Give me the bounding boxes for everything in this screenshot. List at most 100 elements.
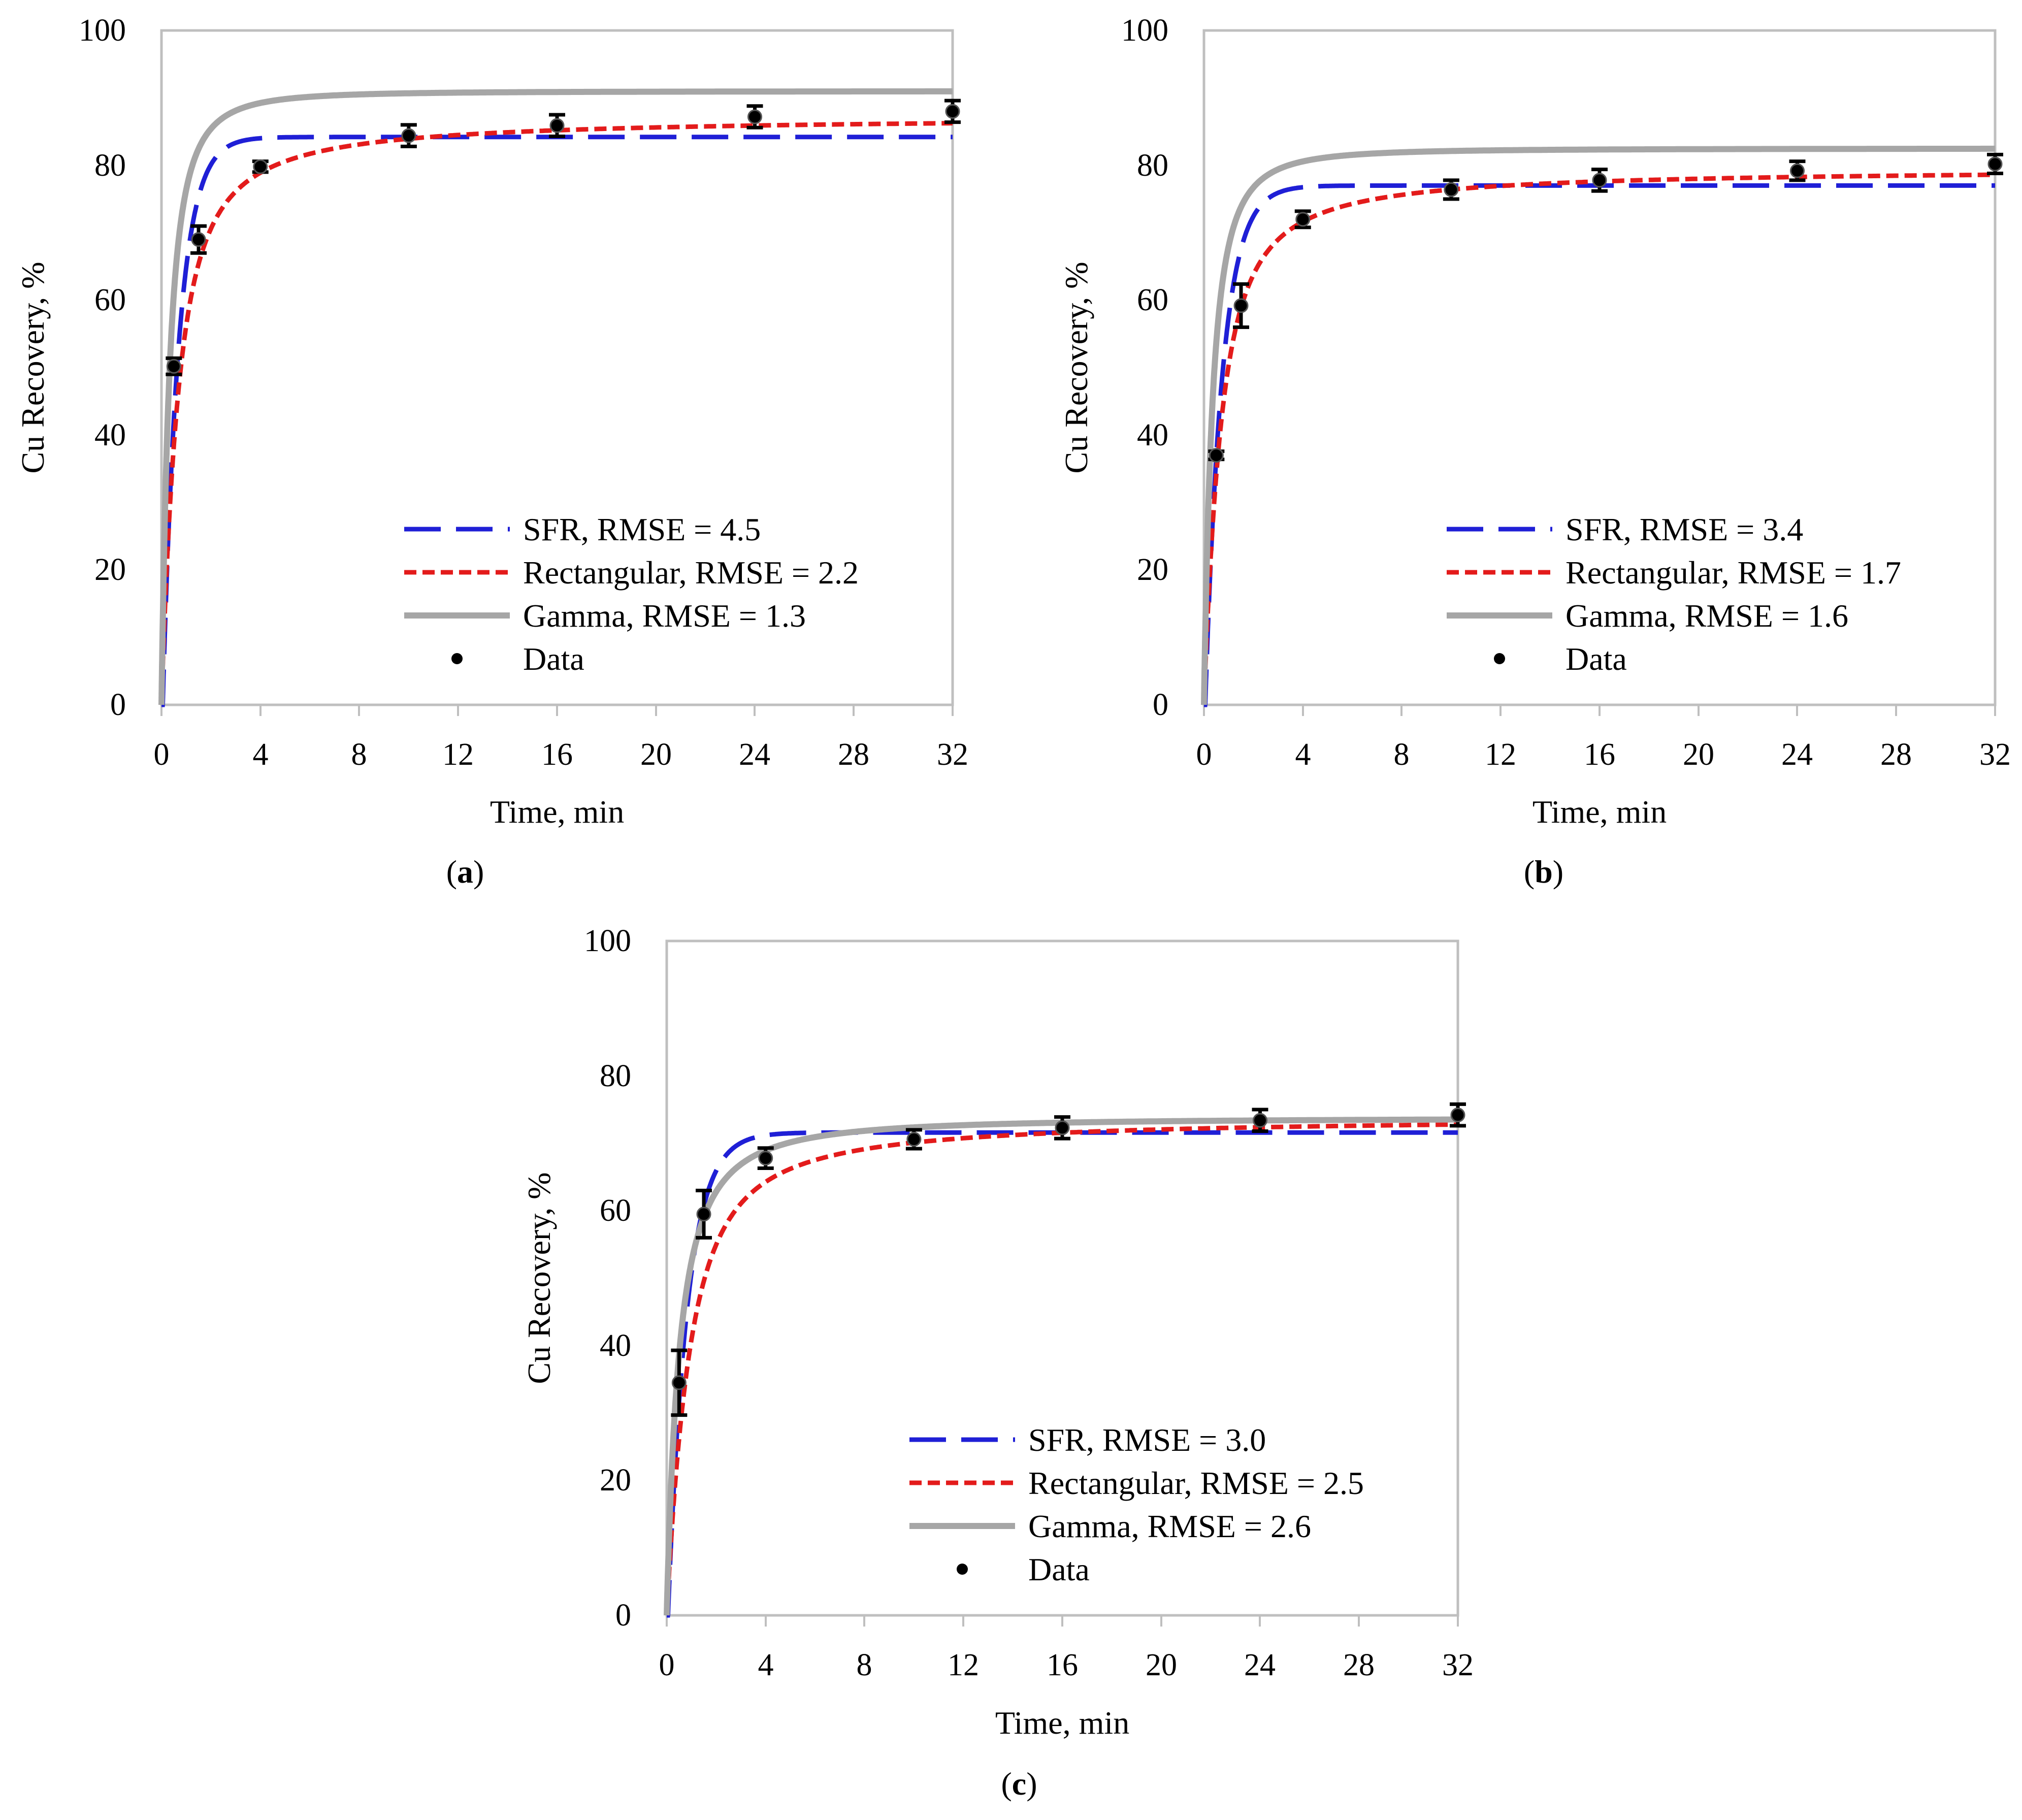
legend-gamma-label-c: Gamma, RMSE = 2.6 (1028, 1508, 1311, 1544)
y-tick-c-2: 40 (600, 1328, 631, 1363)
data-point-b-3 (1443, 178, 1459, 201)
data-marker-c-4 (1055, 1120, 1070, 1135)
y-tick-labels-a: 0 20 40 60 80 100 (79, 13, 126, 722)
x-tick-b-1: 4 (1295, 737, 1311, 772)
legend-data-marker-a (451, 653, 463, 664)
legend-sfr-label-a: SFR, RMSE = 4.5 (523, 511, 761, 547)
series-gamma-b (1201, 145, 1995, 705)
data-marker-a-1 (191, 232, 206, 247)
panel-tag-c: (c) (1001, 1766, 1037, 1802)
data-marker-b-0 (1209, 448, 1224, 463)
x-axis-label-a: Time, min (490, 794, 624, 830)
data-marker-c-2 (758, 1151, 773, 1166)
y-tick-a-1: 20 (94, 552, 126, 587)
panel-c: 0 20 40 60 80 100 0 4 8 12 16 20 24 28 3… (521, 924, 1474, 1802)
data-marker-b-5 (1790, 163, 1805, 178)
panel-letter-c: c (1012, 1766, 1026, 1802)
data-point-c-1 (696, 1188, 712, 1240)
line-gamma-b (1201, 145, 1995, 705)
panel-tag-a: (a) (446, 854, 484, 890)
panel-b: 0 20 40 60 80 100 0 4 8 12 16 20 24 28 3… (1058, 13, 2011, 890)
data-point-b-5 (1789, 159, 1806, 182)
data-marker-a-6 (945, 104, 960, 119)
data-point-a-2 (252, 159, 269, 174)
y-tick-b-2: 40 (1137, 418, 1168, 452)
data-marker-b-6 (1987, 156, 2003, 172)
x-tick-a-2: 8 (351, 737, 367, 772)
data-marker-b-2 (1295, 212, 1311, 227)
x-tick-a-4: 16 (541, 737, 573, 772)
x-tick-a-7: 28 (838, 737, 869, 772)
data-point-c-4 (1054, 1115, 1070, 1141)
x-tick-labels-c: 0 4 8 12 16 20 24 28 32 (659, 1615, 1474, 1682)
data-marker-c-0 (671, 1375, 687, 1390)
data-point-a-4 (549, 113, 565, 138)
data-marker-a-5 (747, 109, 762, 124)
legend-gamma-label-b: Gamma, RMSE = 1.6 (1566, 598, 1848, 634)
data-point-b-6 (1987, 152, 2003, 176)
y-tick-b-4: 80 (1137, 148, 1168, 183)
series-sfr-b (1202, 183, 1995, 707)
y-tick-c-0: 0 (615, 1598, 631, 1633)
legend-gamma-label-a: Gamma, RMSE = 1.3 (523, 598, 806, 634)
x-tick-a-6: 24 (739, 737, 770, 772)
data-point-b-4 (1591, 168, 1608, 193)
data-marker-a-2 (253, 159, 268, 174)
y-axis-label-b: Cu Recovery, % (1058, 262, 1094, 473)
x-tick-c-3: 12 (948, 1648, 979, 1682)
legend-a: SFR, RMSE = 4.5 Rectangular, RMSE = 2.2 … (404, 511, 859, 677)
legend-sfr-label-b: SFR, RMSE = 3.4 (1566, 511, 1803, 547)
data-marker-c-6 (1450, 1108, 1465, 1123)
panel-letter-b: b (1535, 854, 1553, 890)
data-point-b-1 (1233, 282, 1250, 329)
y-tick-b-1: 20 (1137, 552, 1168, 587)
line-sfr-a (160, 135, 953, 707)
y-tick-c-3: 60 (600, 1193, 631, 1228)
x-tick-b-7: 28 (1880, 737, 1912, 772)
panel-tag-b: (b) (1524, 854, 1563, 890)
data-marker-a-3 (401, 128, 416, 143)
data-marker-b-3 (1444, 182, 1459, 197)
data-points-c (671, 1102, 1466, 1417)
legend-rect-label-a: Rectangular, RMSE = 2.2 (523, 555, 859, 591)
y-tick-b-0: 0 (1153, 688, 1168, 722)
x-tick-b-0: 0 (1196, 737, 1212, 772)
x-tick-labels-a: 0 4 8 12 16 20 24 28 32 (154, 705, 968, 772)
line-rect-a (159, 121, 953, 705)
x-tick-a-0: 0 (154, 737, 170, 772)
legend-data-label-c: Data (1028, 1551, 1090, 1587)
y-tick-b-5: 100 (1121, 13, 1168, 48)
x-tick-c-6: 24 (1244, 1648, 1276, 1682)
y-tick-c-4: 80 (600, 1059, 631, 1093)
y-tick-a-3: 60 (94, 283, 126, 317)
y-axis-label-c: Cu Recovery, % (521, 1172, 557, 1384)
x-tick-a-8: 32 (937, 737, 968, 772)
data-point-c-0 (671, 1348, 688, 1417)
x-axis-label-c: Time, min (995, 1705, 1129, 1741)
data-marker-b-4 (1592, 173, 1607, 188)
data-marker-a-0 (166, 359, 181, 374)
legend-b: SFR, RMSE = 3.4 Rectangular, RMSE = 1.7 … (1447, 511, 1901, 677)
x-tick-c-0: 0 (659, 1648, 675, 1682)
data-point-a-5 (746, 104, 763, 129)
y-tick-b-3: 60 (1137, 283, 1168, 317)
panel-letter-a: a (457, 854, 473, 890)
data-point-a-6 (944, 99, 961, 124)
line-rect-b (1201, 172, 1996, 705)
panel-a: 0 20 40 60 80 100 0 4 8 12 16 20 24 28 3… (15, 13, 968, 890)
y-tick-labels-b: 0 20 40 60 80 100 (1121, 13, 1168, 722)
legend-sfr-label-c: SFR, RMSE = 3.0 (1028, 1422, 1266, 1458)
x-tick-b-2: 8 (1394, 737, 1410, 772)
data-point-a-0 (166, 356, 182, 376)
x-tick-b-3: 12 (1485, 737, 1516, 772)
data-marker-b-1 (1233, 298, 1249, 313)
y-tick-a-0: 0 (110, 688, 126, 722)
y-tick-c-5: 100 (584, 924, 631, 958)
x-tick-c-4: 16 (1047, 1648, 1078, 1682)
x-tick-a-5: 20 (640, 737, 672, 772)
legend-data-marker-b (1494, 653, 1505, 664)
series-gamma-c (664, 1116, 1458, 1615)
data-point-b-0 (1208, 448, 1225, 463)
x-tick-b-4: 16 (1584, 737, 1615, 772)
